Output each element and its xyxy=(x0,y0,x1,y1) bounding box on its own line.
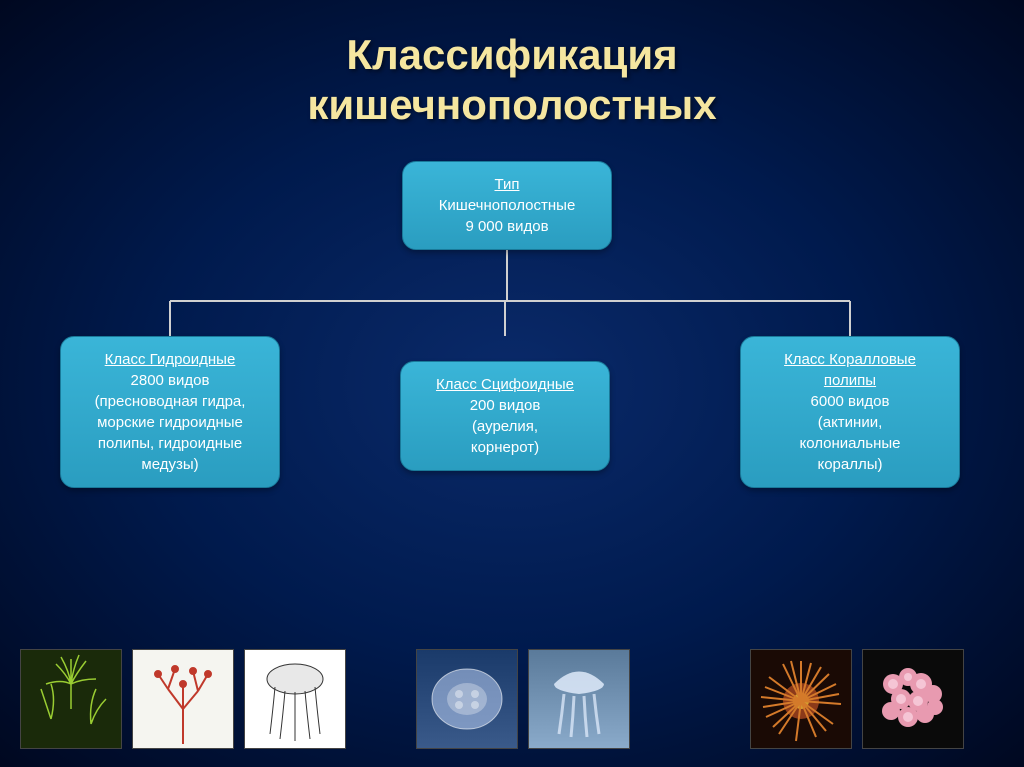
class-detail: корнерот) xyxy=(419,437,591,458)
root-node: Тип Кишечнополостные 9 000 видов xyxy=(402,161,612,250)
class-heading: Класс Сцифоидные xyxy=(419,374,591,395)
class-detail: кораллы) xyxy=(759,454,941,475)
spacer xyxy=(640,649,740,749)
slide-title: Классификация кишечнополостных xyxy=(0,0,1024,131)
root-line2: Кишечнополостные xyxy=(421,195,593,216)
class-detail: морские гидроидные xyxy=(79,412,261,433)
img-kornerot xyxy=(528,649,630,749)
title-line1: Классификация xyxy=(346,31,677,78)
img-hydra xyxy=(20,649,122,749)
class-detail: (актинии, xyxy=(759,412,941,433)
class-count: 6000 видов xyxy=(759,391,941,412)
img-hydroid-medusa xyxy=(244,649,346,749)
img-hydroid-red xyxy=(132,649,234,749)
title-line2: кишечнополостных xyxy=(307,81,716,128)
img-aurelia xyxy=(416,649,518,749)
class-detail: колониальные xyxy=(759,433,941,454)
class-node-coral: Класс Коралловые полипы 6000 видов (акти… xyxy=(740,336,960,488)
class-detail: (пресноводная гидра, xyxy=(79,391,261,412)
class-detail: полипы, гидроидные xyxy=(79,433,261,454)
img-actinia xyxy=(750,649,852,749)
class-count: 200 видов xyxy=(419,395,591,416)
class-heading2: полипы xyxy=(759,370,941,391)
class-heading: Класс Коралловые xyxy=(759,349,941,370)
root-line3: 9 000 видов xyxy=(421,216,593,237)
class-detail: медузы) xyxy=(79,454,261,475)
image-row xyxy=(0,649,1024,749)
root-heading: Тип xyxy=(421,174,593,195)
spacer xyxy=(356,649,406,749)
img-coral-pink xyxy=(862,649,964,749)
class-heading: Класс Гидроидные xyxy=(79,349,261,370)
class-node-hydroid: Класс Гидроидные 2800 видов (пресноводна… xyxy=(60,336,280,488)
class-node-scyphoid: Класс Сцифоидные 200 видов (аурелия, кор… xyxy=(400,361,610,471)
class-detail: (аурелия, xyxy=(419,416,591,437)
class-count: 2800 видов xyxy=(79,370,261,391)
classification-diagram: Тип Кишечнополостные 9 000 видов Класс Г… xyxy=(0,151,1024,671)
